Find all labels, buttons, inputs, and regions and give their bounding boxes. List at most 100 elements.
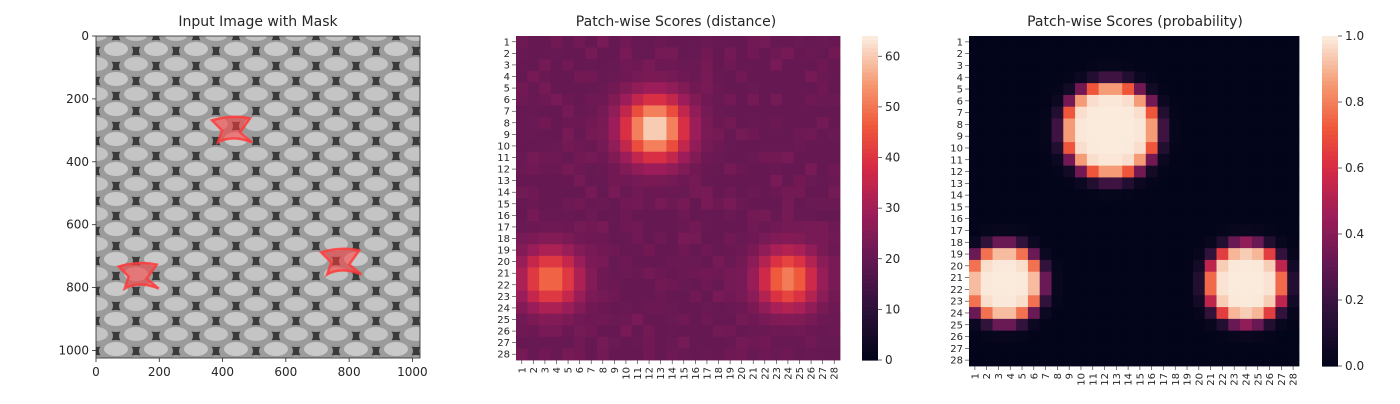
heatmap-cell [1134, 177, 1147, 190]
heatmap-col-label: 20 [1194, 373, 1205, 386]
heatmap-cell [527, 279, 540, 291]
image-panel: Input Image with Mask 0 200 400 600 800 1000 … [58, 14, 427, 379]
heatmap-cell [608, 302, 621, 315]
heatmap-cell [724, 128, 737, 141]
heatmap-row-label: 26 [950, 332, 963, 343]
colorbar-segment [1322, 258, 1338, 264]
heatmap-cell [1110, 153, 1123, 167]
heatmap-cell [805, 302, 818, 315]
heatmap-cell [735, 221, 748, 234]
mask-region [209, 115, 253, 146]
heatmap-cell [701, 59, 714, 72]
heatmap-cell [1004, 153, 1017, 167]
heatmap-cell [1157, 165, 1170, 178]
heatmap-cell [631, 336, 644, 349]
heatmap-cell [654, 279, 667, 291]
heatmap-cell [573, 279, 586, 291]
heatmap-cell [1192, 307, 1206, 320]
image-panel-title: Input Image with Mask [178, 14, 338, 30]
heatmap-cell [1004, 71, 1017, 84]
heatmap-cell [631, 244, 644, 257]
heatmap-cell [573, 93, 586, 106]
colorbar-segment [1322, 114, 1338, 120]
mask-overlay [116, 115, 363, 292]
heatmap-cell [793, 267, 806, 280]
heatmap-cell [1027, 259, 1041, 273]
heatmap-cell [724, 59, 737, 72]
heatmap-cell [1228, 130, 1241, 143]
heatmap-cell [620, 279, 633, 291]
colorbar-segment [1322, 357, 1338, 363]
heatmap-cell [527, 151, 540, 164]
heatmap-cell [816, 128, 829, 141]
heatmap-cell [1063, 59, 1076, 72]
colorbar-segment [862, 202, 878, 207]
heatmap-cell [689, 59, 702, 72]
heatmap-cell [654, 36, 667, 48]
heatmap-cell [597, 174, 609, 187]
heatmap-cell [793, 82, 806, 95]
colorbar-segment [862, 254, 878, 260]
heatmap-cell [1263, 94, 1276, 108]
heatmap-cell [712, 140, 725, 153]
colorbar-segment [1322, 192, 1338, 198]
heatmap-cell [1228, 224, 1241, 237]
heatmap-cell [782, 325, 795, 338]
heatmap-cell [969, 212, 982, 225]
heatmap-cell [735, 151, 748, 164]
heatmap-cell [1240, 307, 1253, 320]
heatmap-cell [1169, 106, 1182, 119]
colorbar-segment [862, 169, 878, 175]
heatmap-cell [597, 302, 609, 315]
heatmap-cell [735, 163, 748, 176]
heatmap-cell [539, 70, 552, 83]
heatmap-cell [689, 325, 702, 338]
heatmap-cell [980, 307, 993, 320]
heatmap-col-label: 11 [633, 367, 644, 380]
heatmap-cell [654, 47, 667, 60]
heatmap-cell [608, 244, 621, 257]
colorbar-segment [1322, 341, 1338, 346]
heatmap-cell [631, 209, 644, 222]
heatmap-cell [1181, 36, 1194, 49]
heatmap-cell [969, 271, 982, 284]
heatmap-row-label: 22 [950, 285, 963, 296]
heatmap-row-label: 6 [504, 95, 510, 106]
heatmap-cell [1004, 142, 1017, 155]
colorbar-segment [1322, 250, 1338, 256]
heatmap-cell [1075, 83, 1088, 96]
heatmap-cell [1204, 142, 1217, 155]
colorbar-segment [862, 108, 878, 114]
heatmap-cell [1192, 201, 1206, 214]
heatmap-cell [969, 236, 982, 249]
heatmap-cell [666, 279, 679, 291]
heatmap-col-label: 6 [1029, 373, 1040, 379]
heatmap-cell [539, 267, 552, 280]
heatmap-cell [666, 128, 679, 141]
heatmap-cell [1240, 177, 1253, 190]
heatmap-row-label: 17 [497, 222, 510, 233]
heatmap-cell [1075, 189, 1088, 202]
heatmap-cell [585, 325, 598, 338]
heatmap-cell [539, 221, 552, 234]
heatmap-cell [550, 221, 563, 234]
heatmap-cell [654, 336, 667, 349]
heatmap-cell [1051, 342, 1064, 355]
heatmap-cell [550, 336, 563, 349]
heatmap-cell [828, 279, 841, 291]
heatmap-cell [1110, 283, 1123, 296]
heatmap-cell [1181, 212, 1194, 225]
heatmap-cell [1134, 165, 1147, 178]
heatmap-cell [666, 174, 679, 187]
heatmap-cell [678, 186, 690, 199]
heatmap-cell [793, 221, 806, 234]
heatmap-col-label: 16 [691, 367, 702, 380]
heatmap-cell [1181, 354, 1194, 367]
heatmap-cell [573, 151, 586, 164]
heatmap-cell [1228, 118, 1241, 131]
heatmap-cell [527, 105, 540, 118]
heatmap-cell [643, 232, 656, 245]
heatmap-cell [1157, 47, 1170, 60]
heatmap-cell [1063, 212, 1076, 225]
colorbar-segment [1322, 225, 1338, 231]
